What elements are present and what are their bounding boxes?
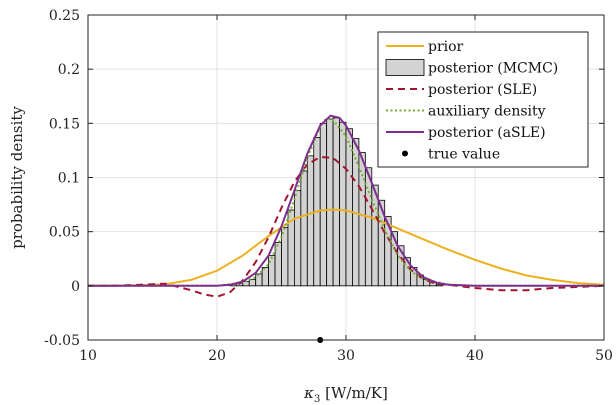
histogram-bar	[300, 170, 308, 287]
y-tick-label: 0.15	[49, 116, 80, 132]
x-tick-label: 50	[595, 348, 613, 364]
histogram-bar	[339, 121, 347, 287]
histogram-bar	[293, 190, 302, 287]
y-tick-label: 0.1	[58, 171, 80, 187]
legend-label: prior	[428, 39, 464, 55]
legend-label: true value	[428, 147, 500, 163]
x-tick-label: 20	[208, 348, 226, 364]
histogram-bar	[281, 226, 289, 287]
x-axis-label: κ3 [W/m/K]	[303, 384, 388, 405]
histogram-bar	[358, 152, 366, 287]
histogram-bar	[319, 122, 328, 287]
legend-label: auxiliary density	[428, 104, 546, 120]
histogram-bar	[268, 255, 276, 287]
legend-items: prior posterior (MCMC) posterior (SLE) auxi…	[385, 39, 558, 163]
x-tick-label: 30	[337, 348, 355, 364]
y-tick-label: 0.05	[49, 225, 80, 241]
histogram-bar	[345, 128, 353, 287]
y-tick-label: 0.25	[49, 8, 80, 24]
y-tick-label: 0	[71, 279, 80, 295]
legend-label: posterior (SLE)	[428, 82, 537, 98]
x-axis-unit: [W/m/K]	[320, 384, 387, 402]
histogram-bar	[332, 117, 340, 287]
series-line-posterior-asle	[88, 114, 604, 287]
histogram-bars	[229, 117, 444, 287]
y-tick-label: -0.05	[44, 333, 80, 349]
series-line-posterior-sle	[88, 155, 605, 298]
x-axis-subscript: 3	[314, 394, 320, 405]
legend-swatch	[402, 150, 408, 157]
series-line-prior	[88, 208, 605, 287]
series-lines	[88, 114, 605, 298]
legend-swatch	[385, 59, 425, 76]
axis-ticks: 10 20 30 40 50 -0.05 0 0.05 0.1 0.15 0.2 0.25	[44, 8, 613, 364]
legend-box	[377, 31, 589, 168]
legend-label: posterior (MCMC)	[428, 61, 558, 77]
y-axis-label: probability density	[8, 106, 26, 249]
histogram-bar	[261, 267, 269, 287]
y-tick-label: 0.2	[58, 62, 80, 78]
histogram-bar	[364, 167, 373, 287]
histogram-bar	[326, 118, 334, 287]
legend: prior posterior (MCMC) posterior (SLE) auxi…	[377, 31, 589, 168]
x-tick-label: 40	[466, 348, 484, 364]
x-tick-label: 10	[79, 348, 97, 364]
histogram-bar	[306, 155, 315, 287]
x-axis-symbol: κ	[303, 384, 314, 402]
histogram-bar	[255, 273, 263, 287]
legend-label: posterior (aSLE)	[428, 125, 546, 141]
